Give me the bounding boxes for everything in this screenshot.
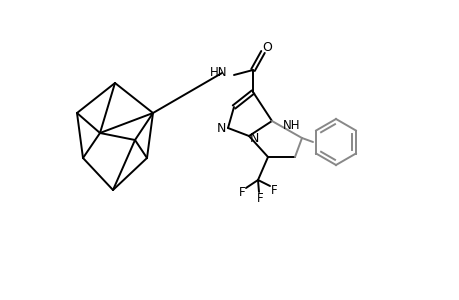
Text: HN: HN: [209, 65, 226, 79]
Text: N: N: [216, 122, 225, 134]
Text: F: F: [238, 185, 245, 199]
Text: NH: NH: [282, 118, 300, 131]
Text: N: N: [249, 131, 258, 145]
Text: O: O: [262, 40, 271, 53]
Text: F: F: [270, 184, 277, 196]
Text: F: F: [256, 191, 263, 205]
